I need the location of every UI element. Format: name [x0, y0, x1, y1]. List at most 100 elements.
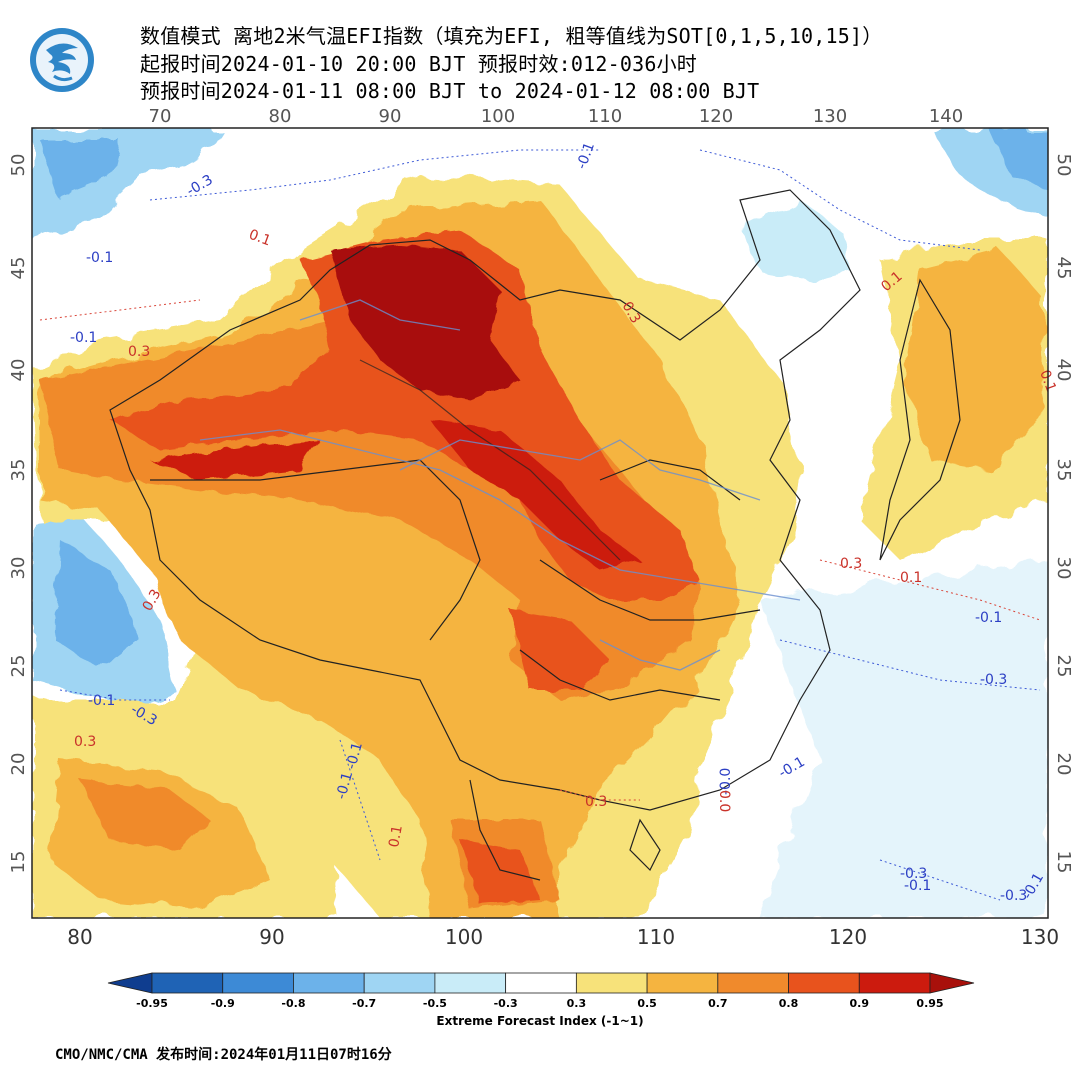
- colorbar-tick-label: 0.8: [779, 997, 799, 1010]
- colorbar-segment: [858, 972, 931, 994]
- efi-region-laos-red: [460, 840, 540, 905]
- contour-label: 0.1: [247, 227, 273, 250]
- colorbar-segment: [293, 972, 365, 994]
- colorbar-title: Extreme Forecast Index (-1~1): [436, 1014, 644, 1028]
- colorbar-tick-label: 0.3: [567, 997, 587, 1010]
- colorbar-tick-label: 0.7: [708, 997, 728, 1010]
- left-axis: 50 45 40 35 30 25 20 15: [8, 154, 29, 874]
- sot-contours: [39, 149, 1041, 901]
- colorbar-high-extend: [929, 972, 975, 994]
- bottom-tick-label: 100: [445, 925, 483, 949]
- efi-region-ne-core: [990, 130, 1048, 190]
- efi-region-east-yellow: [680, 400, 800, 540]
- contour-label: -0.1: [333, 770, 356, 801]
- contour-label: -0.1: [904, 878, 931, 894]
- left-tick-label: 50: [8, 154, 29, 177]
- bottom-tick-label: 130: [1021, 925, 1059, 949]
- boundaries: [109, 189, 961, 881]
- colorbar-tick-label: -0.8: [281, 997, 305, 1010]
- top-tick-label: 90: [379, 106, 402, 127]
- init-time-line: 起报时间2024-01-10 20:00 BJT 预报时效:012-036小时: [140, 52, 697, 76]
- efi-region-sea-cool: [760, 560, 1048, 918]
- left-tick-label: 20: [8, 753, 29, 776]
- colorbar-tick-label: 0.9: [850, 997, 870, 1010]
- valid-time-line: 预报时间2024-01-11 08:00 BJT to 2024-01-12 0…: [140, 79, 760, 103]
- contour-label: -0.1: [88, 693, 115, 709]
- colorbar-segment: [788, 972, 860, 994]
- contour-label: 0.0: [716, 790, 732, 812]
- top-tick-label: 80: [269, 106, 292, 127]
- colorbar-tick-label: 0.95: [916, 997, 943, 1010]
- top-tick-label: 130: [813, 106, 847, 127]
- contour-label: 0.3: [585, 794, 607, 810]
- plot-frame: [31, 127, 1049, 919]
- colorbar-tick-label: -0.3: [494, 997, 518, 1010]
- contour-label: -0.1: [70, 330, 97, 346]
- contour-label: 0.3: [128, 344, 150, 360]
- right-tick-label: 30: [1053, 557, 1074, 580]
- top-tick-label: 110: [588, 106, 622, 127]
- colorbar-segment: [151, 972, 224, 994]
- efi-region-bay-deep: [80, 780, 210, 850]
- left-tick-label: 45: [8, 257, 29, 280]
- efi-region-guizhou-red: [510, 610, 610, 690]
- efi-region-japan-orange: [905, 250, 1045, 470]
- top-axis: 70 80 90 100 110 120 130 140: [149, 106, 964, 127]
- colorbar-tick-label: -0.5: [423, 997, 447, 1010]
- bottom-tick-label: 110: [637, 925, 675, 949]
- colorbar-segment: [505, 972, 577, 994]
- colorbar-segment: [717, 972, 789, 994]
- colorbar-tick-label: -0.7: [352, 997, 376, 1010]
- right-tick-label: 25: [1053, 655, 1074, 678]
- contour-label: -0.1: [343, 740, 366, 771]
- contour-label: -0.3: [980, 672, 1007, 688]
- efi-region-gansu-darkred: [430, 420, 640, 570]
- colorbar-low-extend: [107, 972, 153, 994]
- right-tick-label: 40: [1053, 359, 1074, 382]
- left-tick-label: 35: [8, 459, 29, 482]
- efi-region-tibet-darkred: [150, 440, 320, 480]
- map-title: 数值模式 离地2米气温EFI指数（填充为EFI, 粗等值线为SOT[0,1,5,…: [140, 24, 883, 48]
- left-tick-label: 25: [8, 655, 29, 678]
- contour-label: 0.1: [900, 570, 922, 586]
- right-tick-label: 35: [1053, 459, 1074, 482]
- left-tick-label: 40: [8, 359, 29, 382]
- contour-label: -0.3: [1000, 888, 1027, 904]
- contour-label: 0.3: [840, 556, 862, 572]
- top-tick-label: 120: [699, 106, 733, 127]
- contour-label: -0.1: [86, 250, 113, 266]
- efi-region-xinjiang-darkred: [330, 245, 520, 400]
- bottom-axis: 80 90 100 110 120 130: [67, 925, 1059, 949]
- colorbar-segment: [434, 972, 507, 994]
- contour-label: 0.3: [74, 734, 96, 750]
- cma-logo-icon: [30, 28, 94, 92]
- contour-label: 0.1: [386, 824, 406, 849]
- right-tick-label: 20: [1053, 753, 1074, 776]
- bottom-tick-label: 120: [829, 925, 867, 949]
- colorbar-segment: [222, 972, 294, 994]
- colorbar-segment: [575, 972, 648, 994]
- efi-region-india-core: [55, 540, 140, 670]
- right-tick-label: 15: [1053, 851, 1074, 874]
- efi-region-nw-core: [40, 140, 120, 200]
- top-tick-label: 100: [481, 106, 515, 127]
- colorbar-tick-label: 0.5: [637, 997, 657, 1010]
- contour-label: -0.3: [900, 866, 927, 882]
- colorbar: -0.95 -0.9 -0.8 -0.7 -0.5 -0.3 0.3 0.5 0.7 0.8 0.9…: [107, 972, 975, 1010]
- right-axis: 50 45 40 35 30 25 20 15: [1053, 154, 1074, 874]
- colorbar-segment: [646, 972, 719, 994]
- bottom-tick-label: 80: [67, 925, 92, 949]
- right-tick-label: 45: [1053, 257, 1074, 280]
- rivers: [199, 299, 801, 671]
- colorbar-segment: [363, 972, 436, 994]
- efi-fill-layers: [32, 128, 1048, 918]
- contour-label: -0.0: [718, 768, 734, 795]
- left-tick-label: 15: [8, 851, 29, 874]
- top-tick-label: 140: [929, 106, 963, 127]
- contour-label: -0.1: [975, 610, 1002, 626]
- left-tick-label: 30: [8, 557, 29, 580]
- right-tick-label: 50: [1053, 154, 1074, 177]
- bottom-tick-label: 90: [259, 925, 284, 949]
